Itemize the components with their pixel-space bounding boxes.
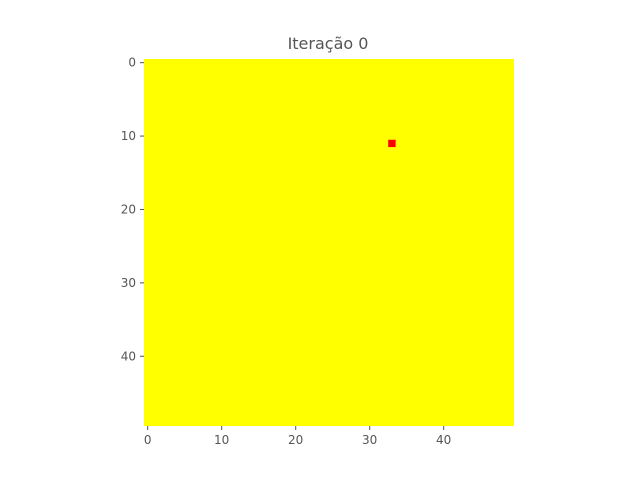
y-tick-label: 0 xyxy=(128,56,136,70)
y-tick-label: 10 xyxy=(121,129,136,143)
heatmap-background xyxy=(144,59,514,426)
y-tick-label: 20 xyxy=(121,202,136,216)
x-tick-label: 0 xyxy=(144,433,152,447)
plot-area xyxy=(144,59,514,426)
y-tick-label: 40 xyxy=(121,349,136,363)
x-tick-label: 40 xyxy=(436,433,451,447)
y-axis: 0 10 20 30 40 xyxy=(121,56,144,363)
x-tick-label: 20 xyxy=(288,433,303,447)
chart-title: Iteração 0 xyxy=(288,34,369,53)
y-tick-label: 30 xyxy=(121,276,136,290)
x-axis: 0 10 20 30 40 xyxy=(144,426,451,447)
x-tick-label: 30 xyxy=(362,433,377,447)
x-tick-label: 10 xyxy=(214,433,229,447)
heatmap-cell-highlight xyxy=(388,139,396,148)
